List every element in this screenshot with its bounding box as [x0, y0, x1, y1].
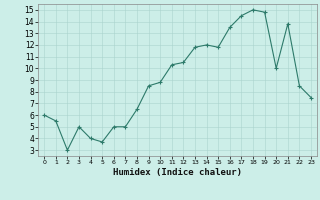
X-axis label: Humidex (Indice chaleur): Humidex (Indice chaleur) — [113, 168, 242, 177]
